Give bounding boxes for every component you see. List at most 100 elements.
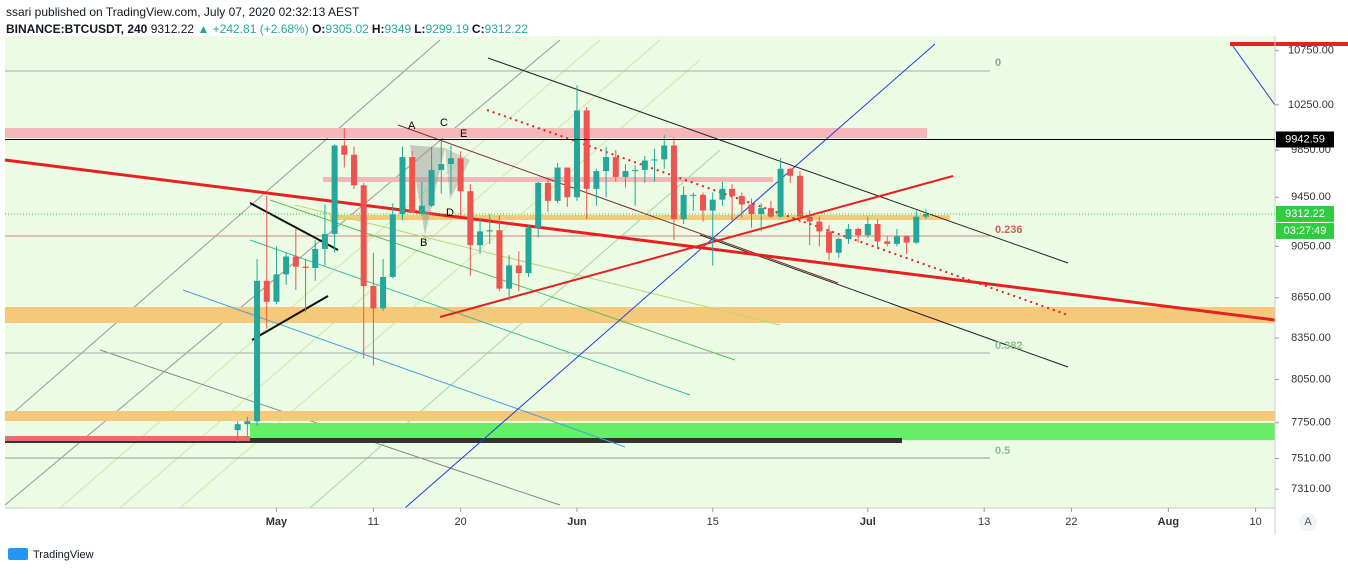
body bbox=[903, 236, 910, 243]
body bbox=[622, 171, 629, 177]
y-tick-label: 10750.00 bbox=[1288, 45, 1334, 57]
legend: BINANCE:BTCUSDT, 240 9312.22 ▲ +242.81 (… bbox=[6, 22, 531, 36]
body bbox=[893, 236, 900, 244]
body bbox=[680, 194, 687, 220]
body bbox=[758, 208, 765, 215]
y-tick-label: 7750.00 bbox=[1291, 417, 1331, 429]
body bbox=[564, 167, 571, 198]
countdown: 03:27:49 bbox=[1284, 225, 1327, 237]
body bbox=[787, 168, 794, 176]
y-tick-label: 7310.00 bbox=[1291, 483, 1331, 495]
y-tick-label: 7510.00 bbox=[1291, 452, 1331, 464]
y-tick-label: 9450.00 bbox=[1291, 191, 1331, 203]
marks bbox=[234, 85, 929, 442]
x-tick-label: 20 bbox=[455, 516, 467, 528]
pattern-label: E bbox=[460, 128, 467, 140]
body bbox=[700, 194, 707, 211]
body bbox=[835, 238, 842, 253]
body bbox=[428, 169, 435, 206]
scale-button-label[interactable]: A bbox=[1304, 516, 1312, 528]
x-tick-label: 15 bbox=[707, 516, 719, 528]
trend-line bbox=[439, 175, 954, 318]
body bbox=[312, 248, 319, 268]
zone bbox=[5, 411, 1275, 421]
fib-label: 0 bbox=[995, 57, 1001, 69]
body bbox=[661, 145, 668, 160]
body bbox=[641, 160, 648, 170]
last-price: 9312.22 bbox=[150, 22, 195, 36]
body bbox=[748, 204, 755, 215]
zone bbox=[330, 215, 950, 220]
channel bbox=[4, 39, 441, 421]
body bbox=[447, 158, 454, 165]
y-tick-label: 8050.00 bbox=[1291, 373, 1331, 385]
body bbox=[777, 168, 784, 217]
price-box bbox=[1276, 131, 1334, 148]
body bbox=[670, 145, 677, 220]
y-tick-label: 10250.00 bbox=[1288, 99, 1334, 111]
body bbox=[399, 157, 406, 215]
body bbox=[341, 145, 348, 155]
body bbox=[292, 256, 299, 267]
channel bbox=[699, 234, 1069, 368]
body bbox=[612, 157, 619, 177]
y-tick-label: 8650.00 bbox=[1291, 292, 1331, 304]
body bbox=[864, 224, 871, 236]
y-tick-label: 9050.00 bbox=[1291, 240, 1331, 252]
x-tick-label: 13 bbox=[978, 516, 990, 528]
body bbox=[409, 157, 416, 213]
body bbox=[554, 167, 561, 201]
body bbox=[816, 221, 823, 232]
body bbox=[719, 188, 726, 200]
zone bbox=[5, 307, 1275, 323]
pattern-label: D bbox=[446, 207, 454, 219]
body bbox=[922, 213, 929, 217]
body bbox=[263, 280, 270, 302]
price-box bbox=[1276, 205, 1334, 222]
body bbox=[544, 182, 551, 201]
body bbox=[351, 154, 358, 186]
fan bbox=[309, 149, 721, 509]
field-value: 9312.22 bbox=[484, 22, 528, 36]
body bbox=[874, 224, 881, 242]
body bbox=[796, 175, 803, 217]
body bbox=[603, 157, 610, 172]
body bbox=[418, 205, 425, 213]
body bbox=[302, 266, 309, 268]
fib-label: 0.236 bbox=[995, 224, 1023, 236]
body bbox=[855, 228, 862, 236]
body bbox=[360, 185, 367, 287]
body bbox=[767, 208, 774, 217]
change-text: +242.81 (+2.68%) bbox=[212, 22, 309, 36]
x-tick-label: 11 bbox=[368, 516, 379, 528]
scale-button[interactable] bbox=[1299, 513, 1317, 531]
zone bbox=[5, 438, 902, 443]
trend-line bbox=[404, 43, 936, 509]
body bbox=[884, 241, 891, 244]
field-label: O: bbox=[312, 22, 326, 36]
symbol: BINANCE:BTCUSDT, 240 bbox=[6, 22, 148, 36]
pattern-label: B bbox=[420, 237, 427, 249]
body bbox=[738, 196, 745, 205]
field-value: 9349 bbox=[384, 22, 412, 36]
body bbox=[496, 230, 503, 289]
body bbox=[380, 276, 387, 309]
fib-label: 0.382 bbox=[995, 340, 1023, 352]
pattern-line bbox=[251, 295, 329, 341]
x-tick-label: Jul bbox=[860, 516, 876, 528]
trend-line bbox=[294, 204, 781, 326]
body bbox=[244, 421, 251, 425]
price-box-label: 9312.22 bbox=[1285, 208, 1325, 220]
body bbox=[477, 231, 484, 246]
channel bbox=[4, 39, 561, 506]
body bbox=[389, 214, 396, 277]
field-label: C: bbox=[471, 22, 485, 36]
zone bbox=[5, 436, 250, 441]
body bbox=[515, 265, 522, 274]
body bbox=[573, 110, 580, 198]
body bbox=[535, 182, 542, 228]
x-tick-label: 10 bbox=[1249, 516, 1261, 528]
ohlc: O:9305.02 H:9349 L:9299.19 C:9312.22 bbox=[312, 22, 531, 36]
